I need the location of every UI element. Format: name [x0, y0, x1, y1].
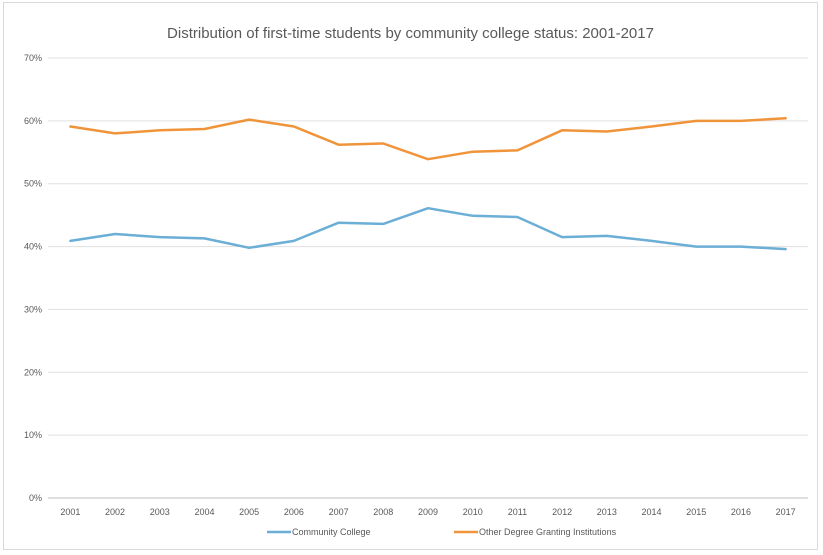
x-tick-label: 2006 [284, 507, 304, 517]
series-line-community-college [69, 206, 787, 251]
chart-title: Distribution of first-time students by c… [167, 25, 654, 42]
x-tick-label: 2001 [60, 507, 80, 517]
y-tick-label: 0% [29, 493, 42, 503]
x-tick-label: 2016 [731, 507, 751, 517]
x-tick-label: 2012 [552, 507, 572, 517]
y-tick-label: 50% [24, 179, 42, 189]
x-tick-label: 2004 [194, 507, 214, 517]
y-tick-label: 20% [24, 367, 42, 377]
legend-label: Other Degree Granting Institutions [479, 527, 617, 537]
x-tick-label: 2013 [597, 507, 617, 517]
line-chart: 0% 10% 20% 30% 40% 50% 60% 70% 2001 2002 2003 2004 2… [24, 53, 808, 537]
series-line-other-institutions [69, 117, 787, 161]
y-tick-label: 60% [24, 116, 42, 126]
x-tick-label: 2005 [239, 507, 259, 517]
y-tick-label: 10% [24, 430, 42, 440]
x-tick-label: 2010 [463, 507, 483, 517]
x-tick-label: 2014 [642, 507, 662, 517]
x-tick-label: 2002 [105, 507, 125, 517]
y-tick-label: 40% [24, 242, 42, 252]
x-tick-label: 2011 [508, 507, 527, 517]
y-tick-label: 70% [24, 53, 42, 63]
chart-frame: Distribution of first-time students by c… [3, 2, 818, 550]
legend-label: Community College [292, 527, 371, 537]
x-tick-label: 2007 [329, 507, 349, 517]
x-tick-label: 2015 [686, 507, 706, 517]
x-tick-label: 2008 [373, 507, 393, 517]
x-tick-label: 2009 [418, 507, 438, 517]
y-tick-label: 30% [24, 304, 42, 314]
x-tick-label: 2017 [776, 507, 796, 517]
x-tick-label: 2003 [150, 507, 170, 517]
